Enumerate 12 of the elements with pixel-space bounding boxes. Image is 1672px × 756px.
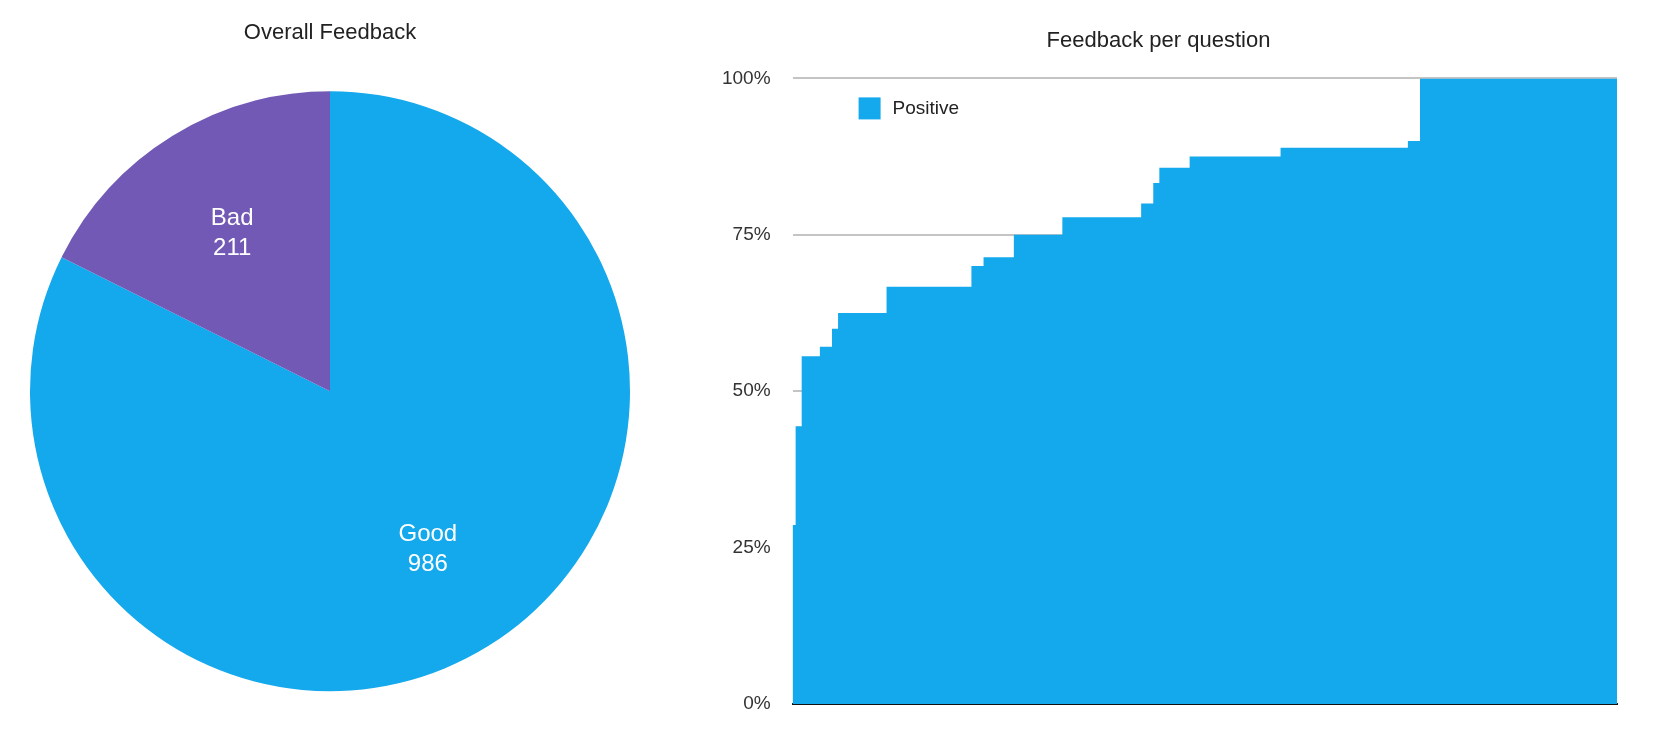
slice-label: Good (398, 519, 458, 547)
y-tick-label: 25% (732, 535, 771, 557)
y-tick-label: 100% (721, 66, 771, 88)
y-tick-label: 0% (743, 692, 771, 714)
legend-label: Positive (892, 96, 960, 118)
y-tick-label: 50% (732, 379, 771, 401)
data-label: 211 (213, 232, 252, 260)
chart-title: Overall Feedback (243, 19, 418, 45)
chart-title: Feedback per question (1046, 27, 1271, 53)
slice-label: Bad (210, 202, 254, 230)
y-tick-label: 75% (732, 223, 771, 245)
data-label: 986 (407, 549, 448, 577)
